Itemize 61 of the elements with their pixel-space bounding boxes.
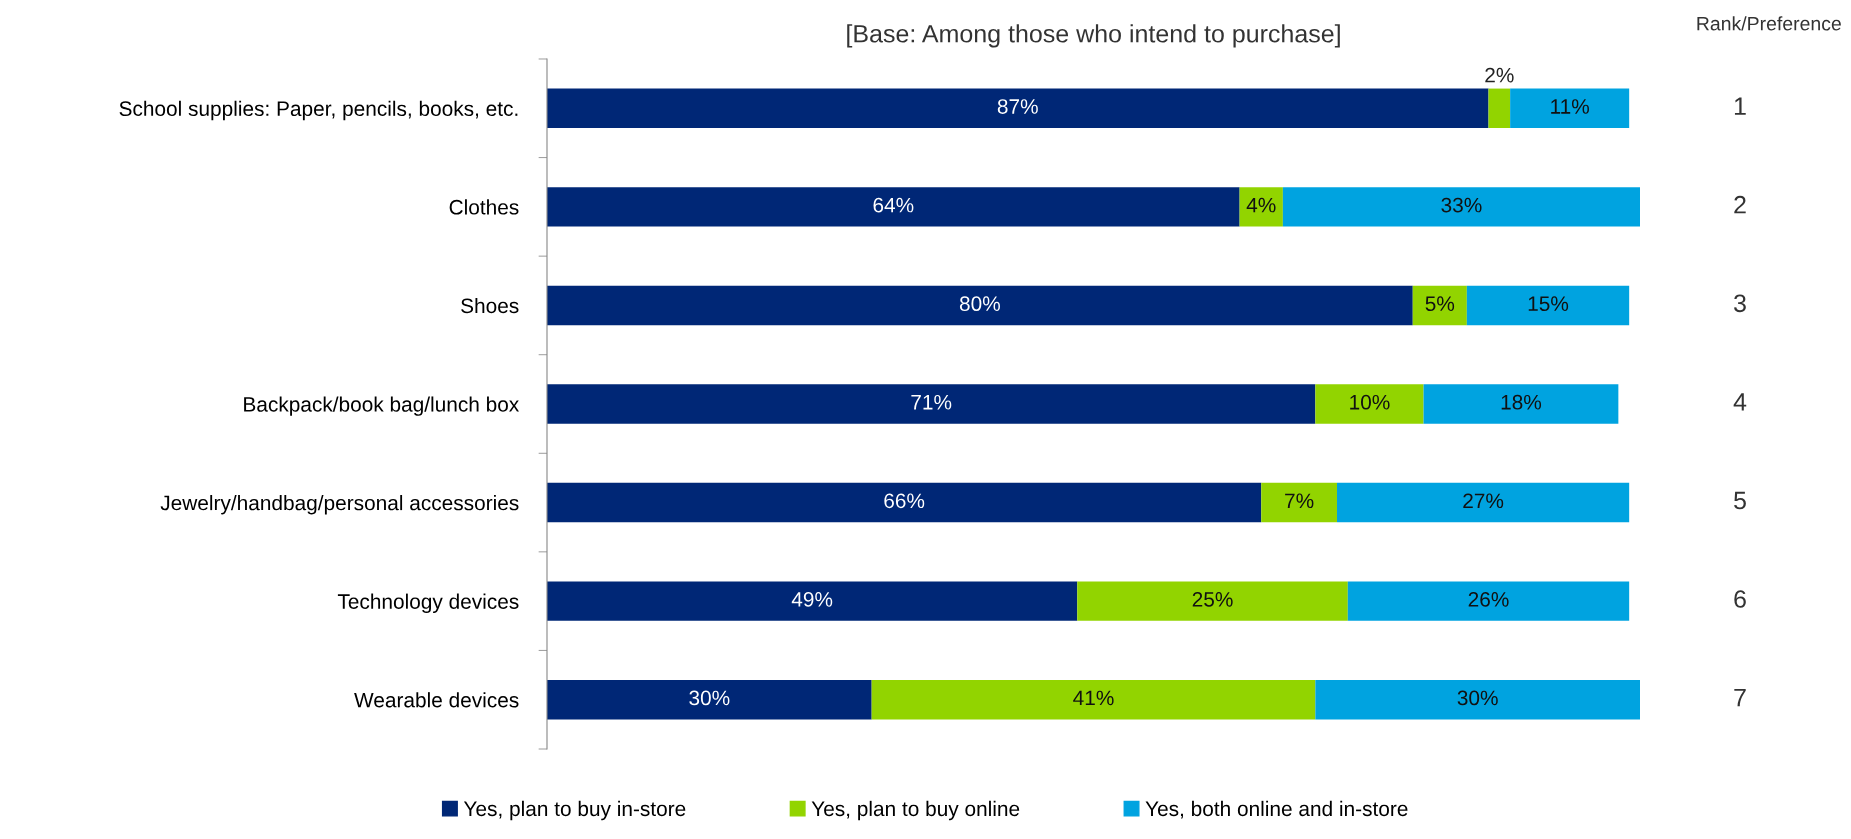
- bar: [1239, 187, 1283, 227]
- y-tick-label: Technology devices: [337, 593, 519, 614]
- bar: [1315, 384, 1424, 424]
- data-label: 41%: [1073, 690, 1114, 706]
- bar: [1261, 482, 1337, 523]
- data-label: 10%: [1350, 394, 1390, 410]
- bar: [1336, 482, 1630, 523]
- bar: [547, 88, 1489, 128]
- data-label: 33%: [1441, 197, 1482, 213]
- data-label: 30%: [1457, 690, 1498, 706]
- bar: [547, 482, 1262, 523]
- text: 6: [1734, 590, 1746, 608]
- text: Rank/Preference: [1697, 16, 1841, 31]
- bar: [1488, 88, 1511, 128]
- text: 7: [1734, 688, 1746, 707]
- data-label: 7%: [1285, 493, 1314, 509]
- bar: [1510, 88, 1630, 128]
- y-tick-label: Clothes: [449, 199, 519, 215]
- data-label: 4%: [1246, 197, 1276, 213]
- data-label: 2%: [1485, 67, 1514, 83]
- bar: [871, 680, 1316, 720]
- bar: [1315, 680, 1640, 720]
- data-label: 25%: [1192, 591, 1233, 607]
- bar: [547, 680, 872, 720]
- data-label: 71%: [911, 394, 952, 410]
- bar: [1282, 187, 1640, 227]
- y-tick-label: Wearable devices: [354, 692, 519, 708]
- data-label: 11%: [1551, 99, 1589, 114]
- data-label: 30%: [689, 690, 730, 706]
- bar: [547, 285, 1413, 326]
- bar: [1077, 581, 1348, 621]
- bar: [547, 187, 1240, 227]
- bar: [547, 384, 1316, 424]
- y-tick-label: School supplies: Paper, pencils, books, etc.: [119, 100, 518, 121]
- legend-label: Yes, both online and in-store: [1145, 800, 1408, 819]
- data-label: 64%: [873, 197, 914, 213]
- data-label: 66%: [884, 493, 925, 509]
- y-tick-label: Backpack/book bag/lunch box: [244, 396, 520, 416]
- y-tick-label: Jewelry/handbag/personal accessories: [160, 495, 519, 515]
- legend-label: Yes, plan to buy in-store: [463, 800, 686, 821]
- data-label: 15%: [1528, 296, 1569, 312]
- bar: [1412, 285, 1467, 326]
- bar: [1423, 384, 1619, 424]
- data-label: 18%: [1501, 394, 1542, 410]
- text: 2: [1734, 195, 1746, 214]
- chart-title: [Base: Among those who intend to purchase]: [847, 24, 1340, 48]
- text: 3: [1734, 294, 1746, 313]
- text: 4: [1733, 393, 1747, 411]
- y-tick-label: Shoes: [461, 297, 519, 314]
- data-label: 27%: [1463, 493, 1504, 509]
- data-label: 49%: [791, 591, 833, 607]
- data-label: 87%: [997, 99, 1038, 114]
- text: 1: [1734, 97, 1746, 115]
- bar: [1347, 581, 1630, 621]
- text: 5: [1734, 491, 1746, 510]
- data-label: 5%: [1425, 296, 1455, 312]
- bar: [1466, 285, 1630, 326]
- data-label: 80%: [959, 296, 1000, 312]
- legend-label: Yes, plan to buy online: [811, 800, 1020, 821]
- bar: [547, 581, 1078, 621]
- data-label: 26%: [1468, 591, 1509, 607]
